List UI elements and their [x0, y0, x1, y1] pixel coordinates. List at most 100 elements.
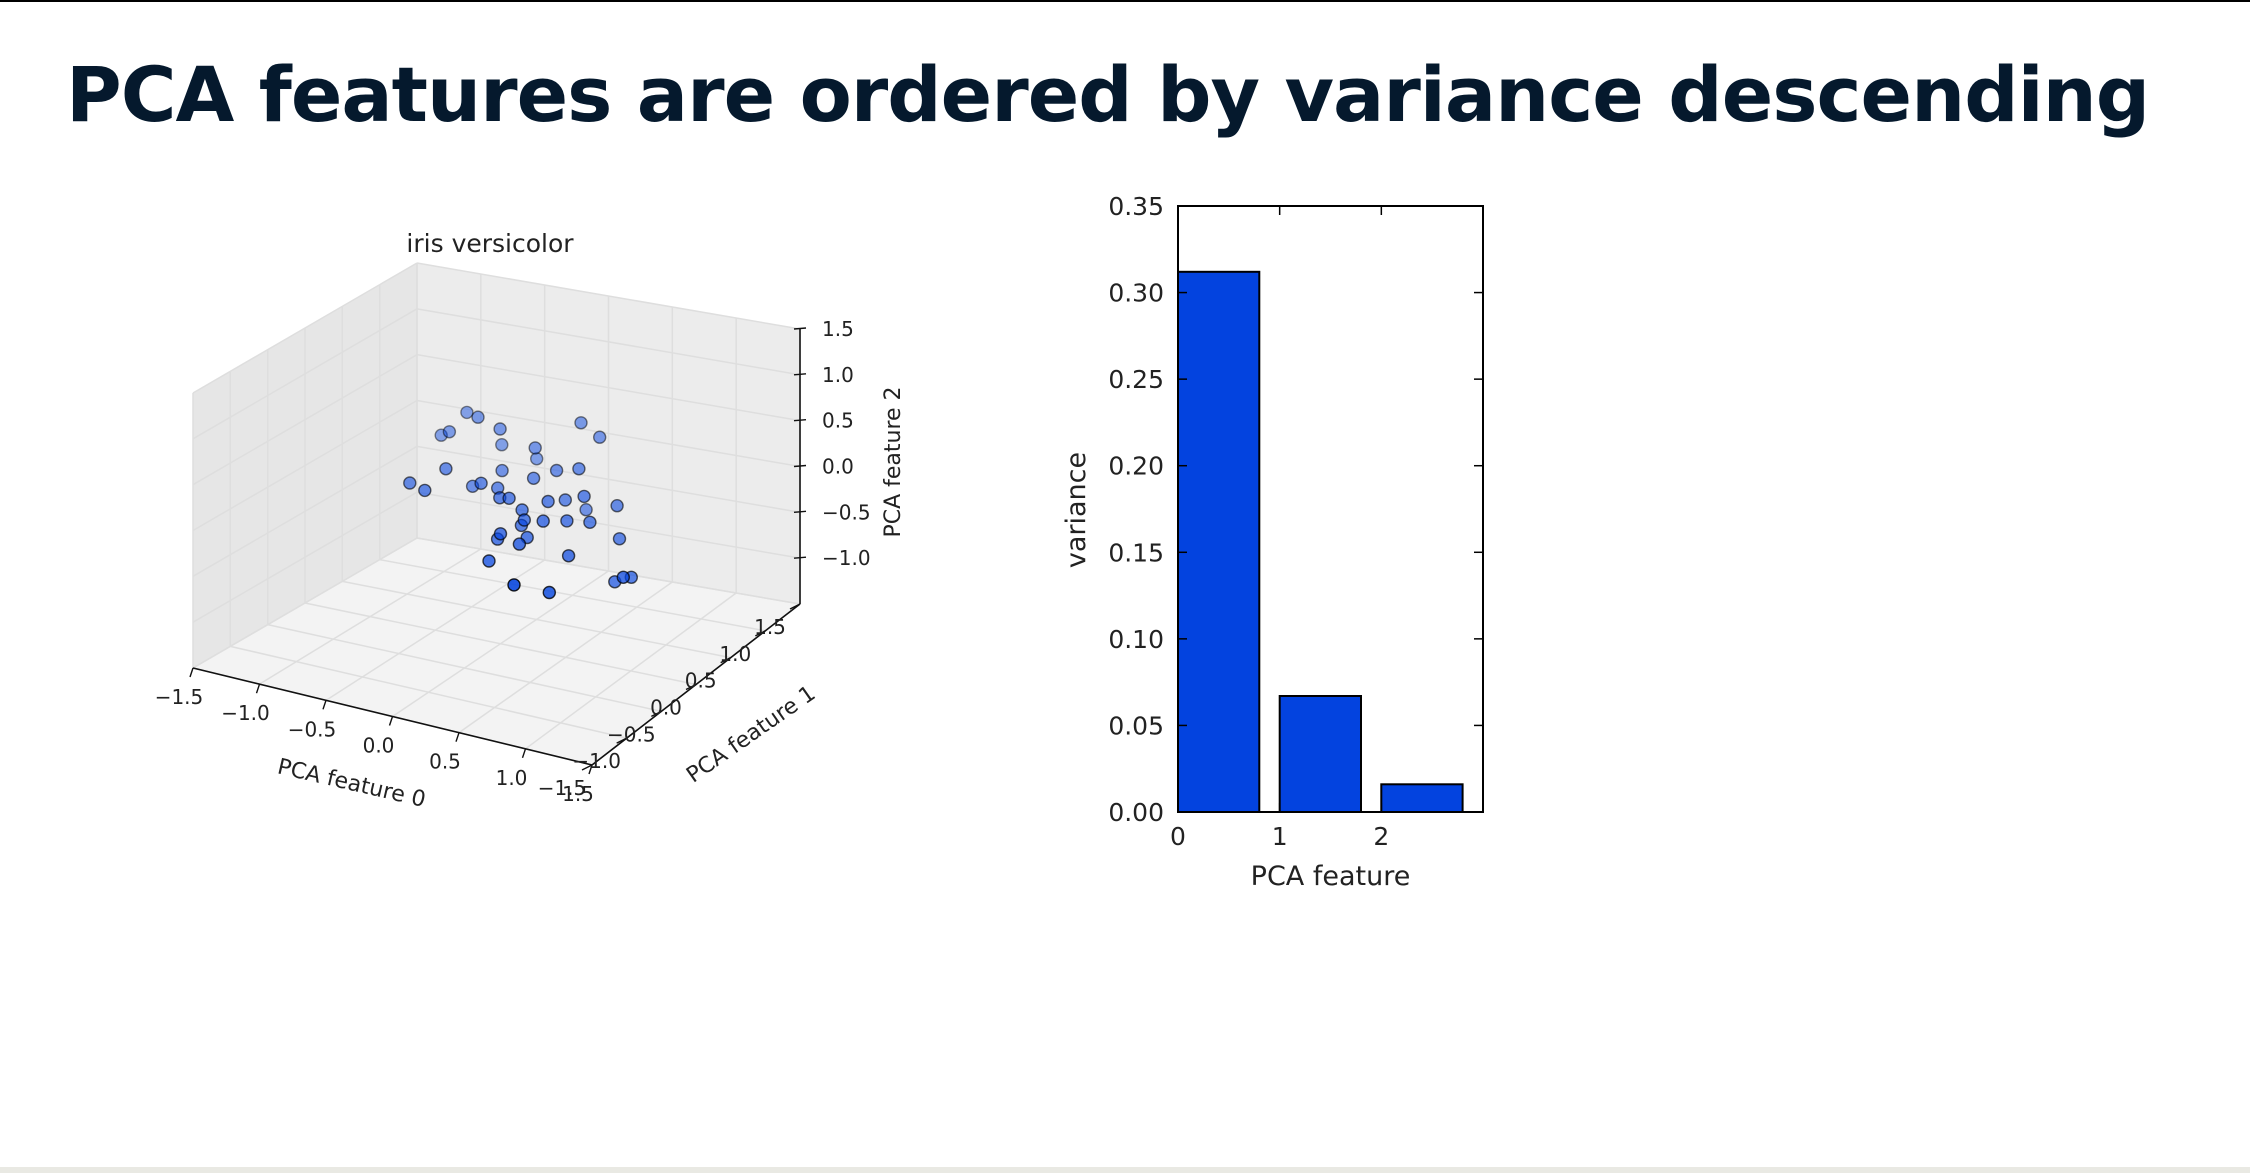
scatter-point	[579, 503, 593, 517]
x-tick-label: 1.5	[562, 782, 594, 806]
scatter-title: iris versicolor	[406, 229, 574, 258]
scatter-point	[583, 515, 597, 529]
x-tick-label: 1.0	[496, 766, 528, 790]
back-grid-horizontal	[416, 262, 801, 330]
y-tick	[616, 737, 627, 744]
z-tick	[793, 556, 807, 559]
x-tick-label: −1.0	[221, 701, 270, 725]
scatter-point	[561, 549, 576, 563]
bottom-rule	[0, 1167, 2250, 1173]
x-tick	[322, 700, 327, 710]
y-tick-label: 0.35	[1108, 192, 1164, 221]
scatter-point	[403, 476, 417, 490]
scatter-point	[434, 428, 448, 442]
scatter-point	[616, 570, 630, 584]
scatter-point	[536, 514, 550, 528]
scatter-point	[495, 438, 509, 452]
scatter-point	[560, 514, 574, 528]
scatter-point	[610, 499, 624, 513]
y-tick	[789, 603, 801, 610]
scatter-point	[442, 425, 457, 439]
scatter-point	[612, 532, 627, 546]
y-tick-label: 0.15	[1108, 538, 1164, 567]
y-tick-label: −1.5	[538, 776, 587, 800]
scatter-point	[541, 494, 555, 509]
y-tick-label: 0.0	[650, 696, 682, 720]
z-tick-label: −0.5	[822, 500, 871, 524]
scatter-point	[482, 554, 496, 568]
z-tick	[793, 373, 807, 376]
x-tick	[455, 732, 460, 742]
x-tick	[388, 716, 394, 726]
plot-frame	[1177, 205, 1484, 813]
x-tick-label: 0.0	[363, 734, 395, 758]
scatter-point	[593, 430, 607, 444]
scatter-point	[526, 471, 541, 485]
scatter-point	[507, 578, 521, 592]
y-tick-label: 1.0	[719, 642, 751, 666]
y-tick-label: 0.05	[1108, 711, 1164, 740]
y-tick-label: −0.5	[607, 722, 656, 746]
z-tick	[793, 327, 807, 330]
y-tick	[755, 630, 766, 637]
scatter-point	[418, 483, 432, 498]
y-tick-label: 1.5	[754, 615, 786, 639]
y-tick-label: 0.30	[1108, 279, 1164, 308]
x-tick	[521, 748, 527, 759]
x-tick-label: 2	[1373, 822, 1389, 851]
bar	[1380, 783, 1464, 813]
y-tick	[581, 764, 593, 771]
x-tick-label: 0.5	[429, 750, 461, 774]
scatter-point	[574, 416, 588, 430]
z-tick-label: 1.0	[822, 363, 854, 387]
z-tick-label: 0.0	[822, 455, 854, 479]
scatter-point	[542, 585, 556, 600]
scatter-point	[528, 441, 542, 455]
x-axis-label: PCA feature	[1251, 861, 1411, 892]
y-tick	[685, 683, 697, 691]
x-tick	[588, 764, 593, 775]
z-tick	[793, 418, 807, 422]
y-tick	[720, 657, 731, 664]
x-tick-label: −1.5	[155, 685, 204, 709]
y-tick-label: 0.00	[1108, 798, 1164, 827]
y-tick-label: 0.25	[1108, 365, 1164, 394]
z-tick	[793, 510, 807, 514]
back-grid-horizontal	[416, 308, 801, 376]
y-axis-label: variance	[1061, 452, 1092, 568]
x-tick-label: 0	[1170, 822, 1186, 851]
y-tick-label: 0.10	[1108, 625, 1164, 654]
scatter-point	[439, 462, 453, 476]
side-grid-horizontal	[192, 262, 418, 394]
x-tick	[189, 667, 194, 678]
scatter-point	[512, 537, 527, 551]
scatter-point	[572, 462, 586, 476]
top-rule	[0, 0, 2250, 2]
z-axis-label: PCA feature 2	[881, 386, 906, 537]
scatter-point	[474, 476, 488, 490]
scatter-point	[549, 463, 564, 478]
bar	[1177, 270, 1261, 813]
y-tick	[651, 710, 662, 717]
floor-grid-y	[379, 558, 766, 632]
scatter-point	[577, 489, 591, 504]
scatter-point	[495, 463, 509, 478]
x-tick-label: −0.5	[288, 717, 337, 741]
side-grid-horizontal	[192, 308, 418, 440]
y-tick-label: 0.5	[685, 669, 717, 693]
z-tick	[793, 464, 807, 468]
z-tick-label: −1.0	[822, 546, 871, 570]
z-tick-label: 1.5	[822, 317, 854, 341]
scatter-point	[493, 527, 508, 541]
x-tick	[255, 683, 261, 694]
scatter-point	[460, 405, 474, 420]
slide-title: PCA features are ordered by variance des…	[66, 50, 2150, 139]
scatter-point	[558, 493, 572, 507]
bar	[1278, 695, 1362, 813]
scatter-point	[502, 491, 516, 505]
z-tick-label: 0.5	[822, 409, 854, 433]
scatter-point	[493, 422, 507, 436]
scatter-point	[517, 513, 531, 527]
